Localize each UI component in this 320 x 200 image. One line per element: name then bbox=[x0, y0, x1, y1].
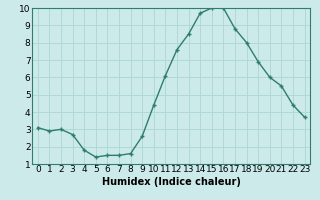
X-axis label: Humidex (Indice chaleur): Humidex (Indice chaleur) bbox=[102, 177, 241, 187]
